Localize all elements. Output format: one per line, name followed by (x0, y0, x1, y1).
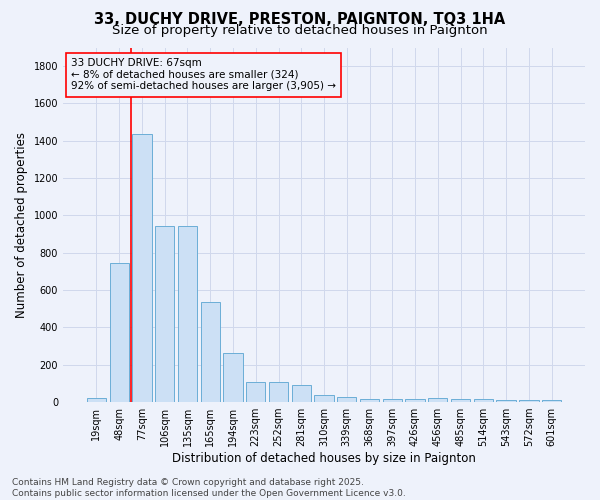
Bar (428, 398, 448, 402)
Bar (383, 400, 402, 402)
Text: Contains HM Land Registry data © Crown copyright and database right 2025.
Contai: Contains HM Land Registry data © Crown c… (12, 478, 406, 498)
Bar (223, 352, 242, 402)
Bar (473, 400, 493, 402)
Bar (87, 398, 106, 402)
Bar (360, 400, 379, 402)
Text: 33 DUCHY DRIVE: 67sqm
← 8% of detached houses are smaller (324)
92% of semi-deta: 33 DUCHY DRIVE: 67sqm ← 8% of detached h… (71, 58, 336, 92)
Bar (155, 226, 175, 402)
Bar (200, 302, 220, 402)
Bar (132, 134, 152, 402)
Bar (451, 400, 470, 402)
Bar (519, 400, 539, 402)
Bar (496, 400, 516, 402)
Text: 33, DUCHY DRIVE, PRESTON, PAIGNTON, TQ3 1HA: 33, DUCHY DRIVE, PRESTON, PAIGNTON, TQ3 … (94, 12, 506, 28)
Bar (178, 226, 197, 402)
X-axis label: Distribution of detached houses by size in Paignton: Distribution of detached houses by size … (172, 452, 476, 465)
Bar (269, 382, 288, 402)
Bar (110, 263, 129, 402)
Text: Size of property relative to detached houses in Paignton: Size of property relative to detached ho… (112, 24, 488, 37)
Bar (406, 400, 425, 402)
Y-axis label: Number of detached properties: Number of detached properties (15, 132, 28, 318)
Bar (292, 385, 311, 402)
Bar (246, 382, 265, 402)
Bar (337, 397, 356, 402)
Bar (542, 400, 561, 402)
Bar (314, 395, 334, 402)
